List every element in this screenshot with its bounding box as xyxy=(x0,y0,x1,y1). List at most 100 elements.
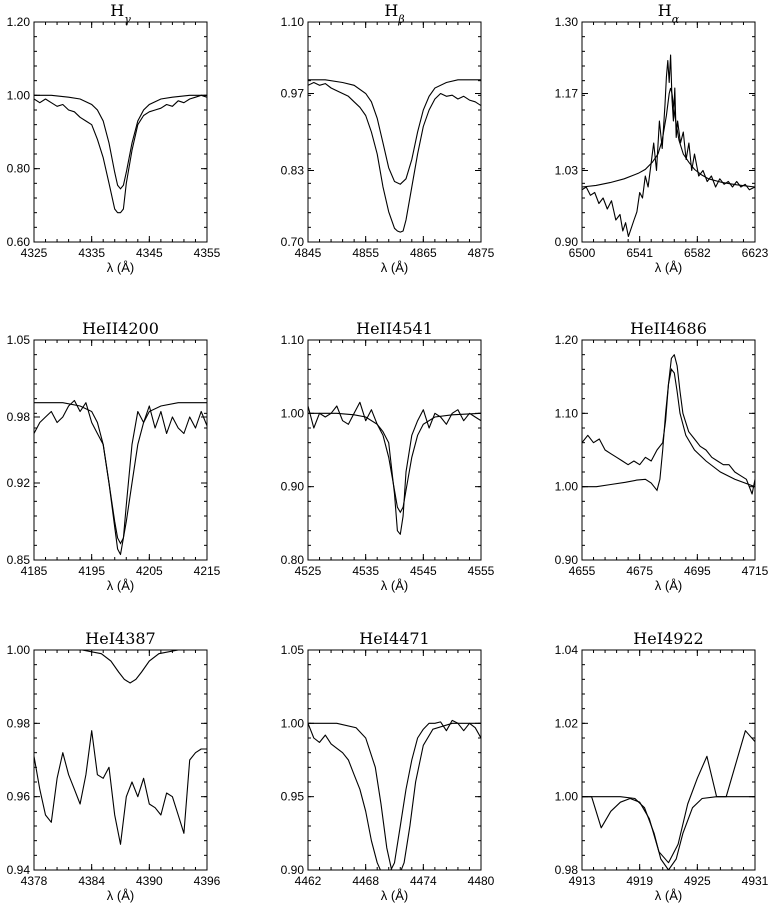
x-tick-label: 6541 xyxy=(626,246,653,260)
x-tick-label: 4480 xyxy=(468,874,495,888)
x-tick-label: 6500 xyxy=(569,246,596,260)
x-tick-label: 4345 xyxy=(136,246,163,260)
y-tick-label: 0.60 xyxy=(7,235,31,249)
model-spectrum-line xyxy=(34,94,207,190)
x-tick-label: 4555 xyxy=(468,564,495,578)
y-tick-label: 1.10 xyxy=(281,333,305,347)
panel-7: HeI4387 4378 4384 4390 4396 0.94 0.96 0.98 1.00 λ… xyxy=(7,629,221,903)
y-tick-label: 0.70 xyxy=(281,235,305,249)
panel-title-subscript: α xyxy=(672,13,680,26)
x-tick-label: 4462 xyxy=(295,874,322,888)
y-tick-label: 0.85 xyxy=(7,553,31,567)
y-tick-label: 1.10 xyxy=(555,406,579,420)
y-tick-label: 0.95 xyxy=(281,790,305,804)
model-spectrum-line xyxy=(34,650,207,684)
panel-title: HeI4922 xyxy=(633,629,703,648)
x-tick-label: 4715 xyxy=(742,564,769,578)
panel-title: HeI4387 xyxy=(85,629,155,648)
x-tick-label: 4925 xyxy=(684,874,711,888)
model-spectrum-line xyxy=(308,79,481,185)
y-tick-label: 0.90 xyxy=(555,553,579,567)
y-tick-label: 0.80 xyxy=(281,553,305,567)
x-tick-label: 4655 xyxy=(569,564,596,578)
plot-frame xyxy=(33,649,208,871)
plot-frame xyxy=(581,339,756,561)
panel-title-subscript: β xyxy=(397,13,404,26)
x-axis-label: λ (Å) xyxy=(381,888,408,903)
panel-title-subscript: γ xyxy=(124,13,131,26)
panel-6: HeII4686 4655 4675 4695 4715 0.90 1.00 1.10 1.20… xyxy=(555,319,769,593)
x-axis-label: λ (Å) xyxy=(381,260,408,275)
x-tick-label: 4390 xyxy=(136,874,163,888)
x-tick-label: 4474 xyxy=(410,874,437,888)
observed-spectrum-line xyxy=(308,401,481,535)
x-tick-label: 4355 xyxy=(194,246,221,260)
y-tick-label: 1.00 xyxy=(7,643,31,657)
y-tick-label: 1.00 xyxy=(555,790,579,804)
y-tick-label: 0.90 xyxy=(281,480,305,494)
observed-spectrum-line xyxy=(308,81,481,233)
x-axis-label: λ (Å) xyxy=(107,260,134,275)
y-tick-label: 0.98 xyxy=(7,716,31,730)
panel-8: HeI4471 4462 4468 4474 4480 0.90 0.95 1.00 1.05 λ… xyxy=(281,629,495,903)
y-tick-label: 1.17 xyxy=(555,87,579,101)
plot-frame xyxy=(581,649,756,871)
x-tick-label: 4195 xyxy=(78,564,105,578)
y-tick-label: 0.98 xyxy=(555,863,579,877)
y-tick-label: 0.80 xyxy=(7,162,31,176)
x-tick-label: 4931 xyxy=(742,874,769,888)
plot-frame xyxy=(307,649,482,871)
y-tick-label: 0.90 xyxy=(281,863,305,877)
x-tick-label: 4215 xyxy=(194,564,221,578)
y-tick-label: 0.90 xyxy=(555,235,579,249)
panel-title: HeI4471 xyxy=(359,629,429,648)
plot-frame xyxy=(581,21,756,243)
y-tick-label: 1.10 xyxy=(281,15,305,29)
y-tick-label: 1.04 xyxy=(555,643,579,657)
x-tick-label: 4468 xyxy=(352,874,379,888)
panel-title: HeII4541 xyxy=(356,319,433,338)
x-tick-label: 4919 xyxy=(626,874,653,888)
x-tick-label: 4525 xyxy=(295,564,322,578)
x-tick-label: 4865 xyxy=(410,246,437,260)
y-tick-label: 1.00 xyxy=(281,716,305,730)
y-tick-label: 1.00 xyxy=(7,88,31,102)
x-tick-label: 4535 xyxy=(352,564,379,578)
y-tick-label: 1.02 xyxy=(555,716,579,730)
model-spectrum-line xyxy=(34,402,207,545)
panel-title: HeII4686 xyxy=(630,319,707,338)
observed-spectrum-line xyxy=(34,399,207,556)
observed-spectrum-line xyxy=(582,354,755,495)
x-tick-label: 4675 xyxy=(626,564,653,578)
y-tick-label: 1.20 xyxy=(555,333,579,347)
model-spectrum-line xyxy=(308,722,481,870)
plot-frame xyxy=(33,339,208,561)
plot-frame xyxy=(33,21,208,243)
panel-9: HeI4922 4913 4919 4925 4931 0.98 1.00 1.02 1.04 λ… xyxy=(555,629,769,903)
x-tick-label: 4855 xyxy=(352,246,379,260)
x-tick-label: 4396 xyxy=(194,874,221,888)
x-tick-label: 4205 xyxy=(136,564,163,578)
panel-5: HeII4541 4525 4535 4545 4555 0.80 0.90 1.00 1.10… xyxy=(281,319,495,593)
observed-spectrum-line xyxy=(34,730,207,845)
x-tick-label: 4875 xyxy=(468,246,495,260)
y-tick-label: 1.30 xyxy=(555,15,579,29)
x-tick-label: 4913 xyxy=(569,874,596,888)
y-tick-label: 1.00 xyxy=(555,480,579,494)
y-tick-label: 0.94 xyxy=(7,863,31,877)
x-tick-label: 4378 xyxy=(21,874,48,888)
x-axis-label: λ (Å) xyxy=(107,578,134,593)
x-tick-label: 6623 xyxy=(742,246,769,260)
model-spectrum-line xyxy=(582,796,755,870)
x-tick-label: 6582 xyxy=(684,246,711,260)
y-tick-label: 1.00 xyxy=(281,406,305,420)
y-tick-label: 0.96 xyxy=(7,790,31,804)
x-tick-label: 4384 xyxy=(78,874,105,888)
observed-spectrum-line xyxy=(308,719,481,870)
x-tick-label: 4335 xyxy=(78,246,105,260)
panel-title: HeII4200 xyxy=(82,319,159,338)
